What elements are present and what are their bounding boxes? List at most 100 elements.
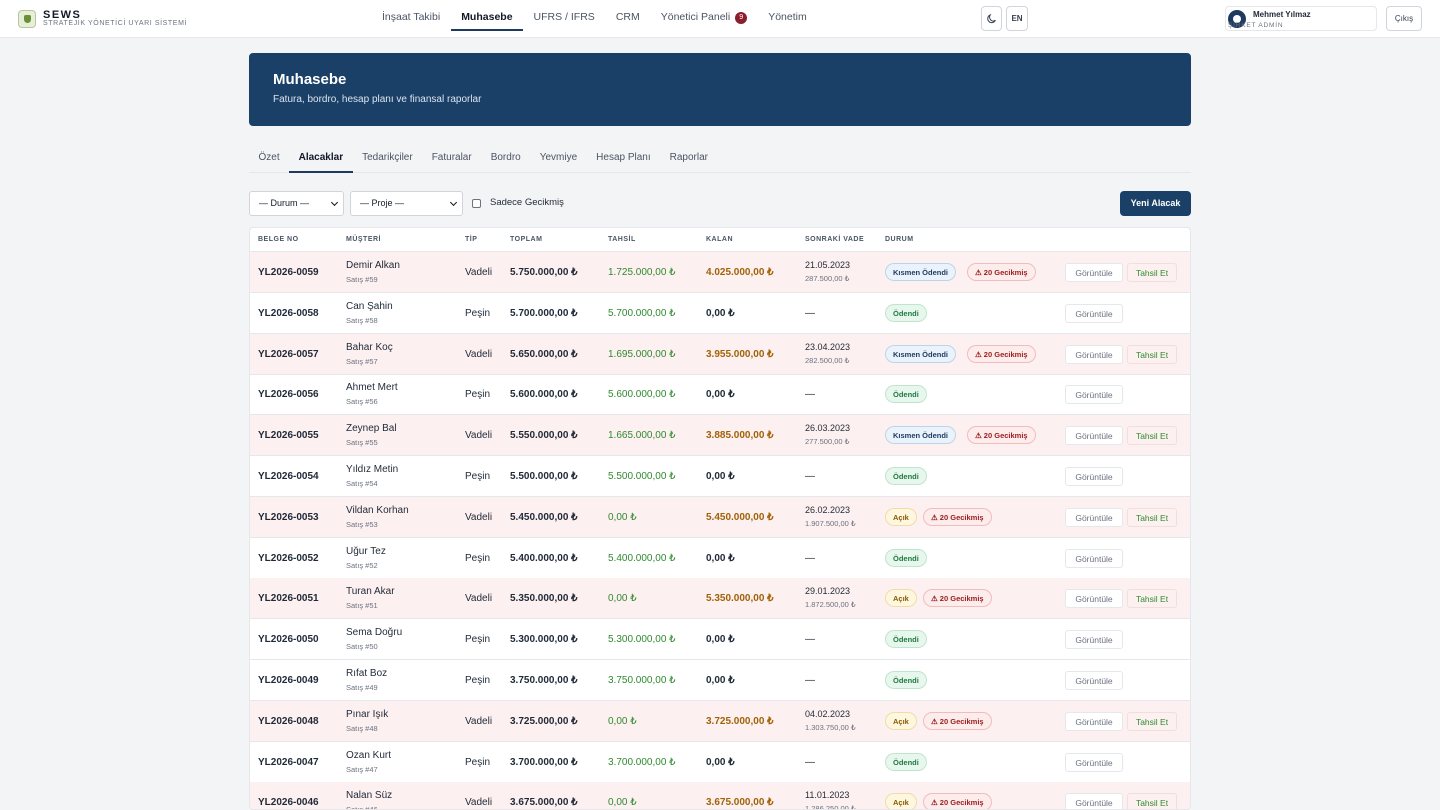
overdue-only-checkbox[interactable] <box>472 199 481 208</box>
nav-item-yonetim[interactable]: Yönetim <box>758 0 817 31</box>
tab-yevmiye[interactable]: Yevmiye <box>539 152 578 163</box>
remaining-amount: 3.955.000,00 ₺ <box>706 348 774 360</box>
next-due-date: — <box>805 552 815 564</box>
nav-item-insaat[interactable]: İnşaat Takibi <box>372 0 450 31</box>
table-row[interactable]: YL2026-0053 Vildan Korhan Satış #53 Vadeli 5… <box>250 496 1190 538</box>
view-button[interactable]: Görüntüle <box>1065 467 1123 486</box>
sale-reference: Satış #57 <box>346 356 378 366</box>
payment-type: Peşin <box>465 634 491 646</box>
table-row[interactable]: YL2026-0047 Ozan Kurt Satış #47 Peşin 3.700.… <box>250 742 1190 783</box>
view-button[interactable]: Görüntüle <box>1065 548 1123 568</box>
table-row[interactable]: YL2026-0052 Uğur Tez Satış #52 Peşin 5.400.0… <box>250 538 1190 579</box>
doc-number[interactable]: YL2026-0058 <box>258 307 319 319</box>
doc-number[interactable]: YL2026-0050 <box>258 634 319 646</box>
table-header: BELGE NO MÜŞTERİ TİP TOPLAM TAHSİL KALAN… <box>250 228 1190 252</box>
view-button[interactable]: Görüntüle <box>1065 426 1123 446</box>
view-button[interactable]: Görüntüle <box>1065 385 1123 405</box>
tab-ozet[interactable]: Özet <box>258 152 280 163</box>
doc-number[interactable]: YL2026-0056 <box>258 389 319 401</box>
total-amount: 5.500.000,00 ₺ <box>510 471 578 482</box>
tab-tedarikciler[interactable]: Tedarikçiler <box>362 152 413 163</box>
customer-name: Ahmet Mert <box>346 382 398 394</box>
col-header-next-due[interactable]: SONRAKİ VADE <box>805 236 865 243</box>
collect-button[interactable]: Tahsil Et <box>1127 344 1177 364</box>
doc-number[interactable]: YL2026-0046 <box>258 797 319 809</box>
view-button[interactable]: Görüntüle <box>1065 263 1123 282</box>
view-button[interactable]: Görüntüle <box>1065 711 1123 731</box>
collect-button[interactable]: Tahsil Et <box>1127 589 1177 609</box>
overdue-only-label[interactable]: Sadece Gecikmiş <box>490 197 564 208</box>
theme-toggle-button[interactable] <box>981 6 1002 31</box>
sale-reference: Satış #48 <box>346 723 378 733</box>
col-header-type[interactable]: TİP <box>465 236 478 243</box>
user-menu[interactable]: Mehmet Yılmaz ŞİRKET ADMİN <box>1225 6 1377 31</box>
language-button[interactable]: EN <box>1006 6 1028 31</box>
table-row[interactable]: YL2026-0048 Pınar Işık Satış #48 Vadeli 3.72… <box>250 700 1190 742</box>
table-row[interactable]: YL2026-0058 Can Şahin Satış #58 Peşin 5.700.… <box>250 293 1190 334</box>
view-button[interactable]: Görüntüle <box>1065 589 1123 609</box>
next-due-date: 21.05.2023 <box>805 260 851 270</box>
doc-number[interactable]: YL2026-0057 <box>258 348 319 360</box>
table-row[interactable]: YL2026-0049 Rıfat Boz Satış #49 Peşin 3.750.… <box>250 660 1190 701</box>
collect-button[interactable]: Tahsil Et <box>1127 793 1177 809</box>
new-receivable-button[interactable]: Yeni Alacak <box>1120 191 1191 216</box>
status-filter-select[interactable]: — Durum — <box>249 191 344 216</box>
table-row[interactable]: YL2026-0051 Turan Akar Satış #51 Vadeli 5.35… <box>250 578 1190 620</box>
view-button[interactable]: Görüntüle <box>1065 344 1123 364</box>
paid-amount: 1.695.000,00 ₺ <box>608 348 676 360</box>
doc-number[interactable]: YL2026-0048 <box>258 715 319 727</box>
tab-faturalar[interactable]: Faturalar <box>431 152 472 163</box>
table-row[interactable]: YL2026-0059 Demir Alkan Satış #59 Vadeli 5.7… <box>250 252 1190 293</box>
doc-number[interactable]: YL2026-0052 <box>258 552 319 564</box>
status-badge: Ödendi <box>885 548 927 567</box>
view-button[interactable]: Görüntüle <box>1065 752 1123 772</box>
doc-number[interactable]: YL2026-0051 <box>258 593 319 605</box>
col-header-remaining[interactable]: KALAN <box>706 236 733 243</box>
doc-number[interactable]: YL2026-0054 <box>258 471 319 482</box>
collect-button[interactable]: Tahsil Et <box>1127 426 1177 446</box>
tab-alacaklar[interactable]: Alacaklar <box>289 141 353 173</box>
view-button[interactable]: Görüntüle <box>1065 507 1123 527</box>
view-button[interactable]: Görüntüle <box>1065 303 1123 323</box>
nav-item-yonetici-paneli[interactable]: Yönetici Paneli 9 <box>651 0 757 31</box>
doc-number[interactable]: YL2026-0049 <box>258 675 319 686</box>
doc-number[interactable]: YL2026-0059 <box>258 267 319 278</box>
project-filter-select[interactable]: — Proje — <box>350 191 463 216</box>
col-header-doc[interactable]: BELGE NO <box>258 236 299 243</box>
overdue-badge: ⚠ 20 Gecikmiş <box>923 507 992 526</box>
table-row[interactable]: YL2026-0046 Nalan Süz Satış #46 Vadeli 3.675… <box>250 782 1190 810</box>
table-row[interactable]: YL2026-0057 Bahar Koç Satış #57 Vadeli 5.650… <box>250 333 1190 375</box>
nav-item-muhasebe[interactable]: Muhasebe <box>451 0 523 31</box>
col-header-status[interactable]: DURUM <box>885 236 914 243</box>
total-amount: 5.550.000,00 ₺ <box>510 430 578 442</box>
collect-button[interactable]: Tahsil Et <box>1127 711 1177 731</box>
payment-type: Peşin <box>465 471 491 482</box>
collect-button[interactable]: Tahsil Et <box>1127 263 1177 282</box>
table-row[interactable]: YL2026-0056 Ahmet Mert Satış #56 Peşin 5.600… <box>250 374 1190 416</box>
table-row[interactable]: YL2026-0050 Sema Doğru Satış #50 Peşin 5.300… <box>250 619 1190 661</box>
remaining-amount: 0,00 ₺ <box>706 307 735 319</box>
logout-button[interactable]: Çıkış <box>1386 6 1422 31</box>
col-header-paid[interactable]: TAHSİL <box>608 236 636 243</box>
col-header-customer[interactable]: MÜŞTERİ <box>346 236 381 243</box>
doc-number[interactable]: YL2026-0047 <box>258 756 319 768</box>
status-badge: Açık <box>885 507 917 526</box>
table-row[interactable]: YL2026-0054 Yıldız Metin Satış #54 Peşin 5.5… <box>250 456 1190 497</box>
tab-raporlar[interactable]: Raporlar <box>669 152 708 163</box>
table-row[interactable]: YL2026-0055 Zeynep Bal Satış #55 Vadeli 5.55… <box>250 415 1190 457</box>
view-button[interactable]: Görüntüle <box>1065 793 1123 809</box>
nav-item-ufrs[interactable]: UFRS / IFRS <box>524 0 605 31</box>
tab-bordro[interactable]: Bordro <box>490 152 521 163</box>
next-due-date: 26.02.2023 <box>805 504 851 515</box>
doc-number[interactable]: YL2026-0053 <box>258 511 319 523</box>
next-due-amount: 1.907.500,00 ₺ <box>805 518 856 528</box>
sale-reference: Satış #46 <box>346 805 378 810</box>
nav-item-crm[interactable]: CRM <box>606 0 650 31</box>
collect-button[interactable]: Tahsil Et <box>1127 507 1177 527</box>
view-button[interactable]: Görüntüle <box>1065 630 1123 650</box>
view-button[interactable]: Görüntüle <box>1065 671 1123 690</box>
payment-type: Peşin <box>465 389 491 401</box>
tab-hesap-plani[interactable]: Hesap Planı <box>596 152 651 163</box>
col-header-total[interactable]: TOPLAM <box>510 236 543 243</box>
doc-number[interactable]: YL2026-0055 <box>258 430 319 442</box>
